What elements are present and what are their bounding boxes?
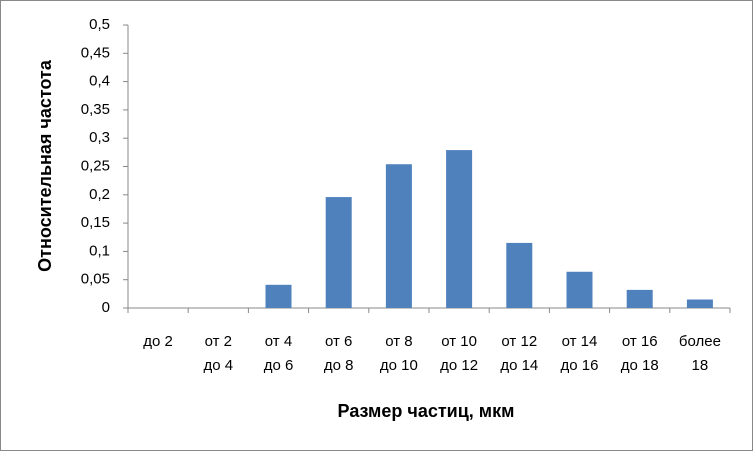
x-tick-label: от 12 (501, 333, 537, 350)
y-tick-label: 0,3 (89, 129, 110, 146)
x-tick-label: до 4 (203, 357, 233, 374)
x-tick-label: от 2 (205, 333, 232, 350)
x-tick-label: до 6 (264, 357, 294, 374)
x-tick-label: до 10 (380, 357, 418, 374)
x-tick-label: до 12 (440, 357, 478, 374)
y-tick-label: 0,25 (81, 157, 110, 174)
bar (325, 197, 352, 308)
x-tick-label: до 16 (561, 357, 599, 374)
x-tick-label: до 2 (143, 333, 173, 350)
y-tick-label: 0,1 (89, 242, 110, 259)
bar (265, 284, 292, 308)
y-tick-label: 0,5 (89, 16, 110, 33)
x-tick-label: более (679, 333, 721, 350)
bar (506, 242, 533, 308)
bar (446, 150, 473, 308)
x-tick-label: от 14 (562, 333, 598, 350)
bar (626, 289, 653, 308)
x-tick-label: от 16 (622, 333, 658, 350)
x-tick-label: от 8 (385, 333, 412, 350)
y-tick-label: 0,05 (81, 271, 110, 288)
y-tick-label: 0,4 (89, 73, 110, 90)
y-tick-label: 0,2 (89, 186, 110, 203)
x-tick-label: 18 (692, 357, 709, 374)
y-tick-label: 0 (102, 299, 110, 316)
bar (686, 299, 713, 308)
x-axis-title: Размер частиц, мкм (338, 401, 515, 421)
y-axis-title: Относительная частота (35, 59, 55, 272)
bar (566, 271, 593, 308)
y-tick-label: 0,15 (81, 214, 110, 231)
x-tick-label: до 8 (324, 357, 354, 374)
x-tick-label: от 6 (325, 333, 352, 350)
x-tick-label: до 14 (500, 357, 538, 374)
x-tick-label: до 18 (621, 357, 659, 374)
x-tick-label: от 10 (441, 333, 477, 350)
x-tick-label: от 4 (265, 333, 292, 350)
y-tick-label: 0,45 (81, 44, 110, 61)
bar (385, 164, 412, 308)
y-tick-label: 0,35 (81, 101, 110, 118)
